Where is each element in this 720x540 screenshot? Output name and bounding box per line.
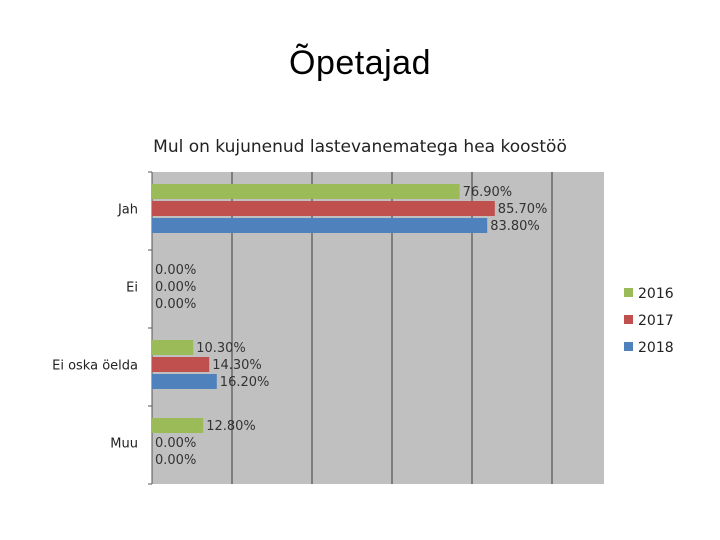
bars — [152, 184, 495, 433]
legend-swatch — [624, 288, 633, 297]
bar — [152, 184, 460, 199]
bar — [152, 201, 495, 216]
y-axis — [148, 171, 153, 485]
value-labels: 76.90% 85.70% 83.80% 0.00% 0.00% 0.00% 10.30% 1… — [155, 185, 547, 468]
data-label: 12.80% — [206, 419, 256, 434]
data-label: 0.00% — [155, 280, 196, 295]
data-label: 10.30% — [196, 341, 246, 356]
category-label: Ei oska öelda — [52, 359, 138, 374]
data-label: 0.00% — [155, 453, 196, 468]
legend-swatch — [624, 342, 633, 351]
slide-title: Õpetajad — [289, 44, 431, 82]
chart-title: Mul on kujunenud lastevanematega hea koo… — [153, 137, 567, 157]
bar — [152, 218, 488, 233]
category-labels: Jah Ei Ei oska öelda Muu — [52, 203, 138, 452]
bar — [152, 340, 194, 355]
bar — [152, 374, 217, 389]
data-label: 16.20% — [220, 375, 270, 390]
data-label: 85.70% — [498, 202, 548, 217]
data-label: 76.90% — [463, 185, 513, 200]
legend-label: 2016 — [638, 286, 674, 302]
data-label: 83.80% — [490, 219, 540, 234]
legend-label: 2018 — [638, 340, 674, 356]
legend-swatch — [624, 315, 633, 324]
legend: 2016 2017 2018 — [624, 286, 674, 356]
bar — [152, 418, 204, 433]
data-label: 0.00% — [155, 263, 196, 278]
data-label: 0.00% — [155, 297, 196, 312]
category-label: Muu — [110, 437, 138, 452]
category-label: Jah — [117, 203, 138, 218]
data-label: 0.00% — [155, 436, 196, 451]
category-label: Ei — [126, 281, 138, 296]
bar — [152, 357, 210, 372]
legend-label: 2017 — [638, 313, 674, 329]
data-label: 14.30% — [212, 358, 262, 373]
